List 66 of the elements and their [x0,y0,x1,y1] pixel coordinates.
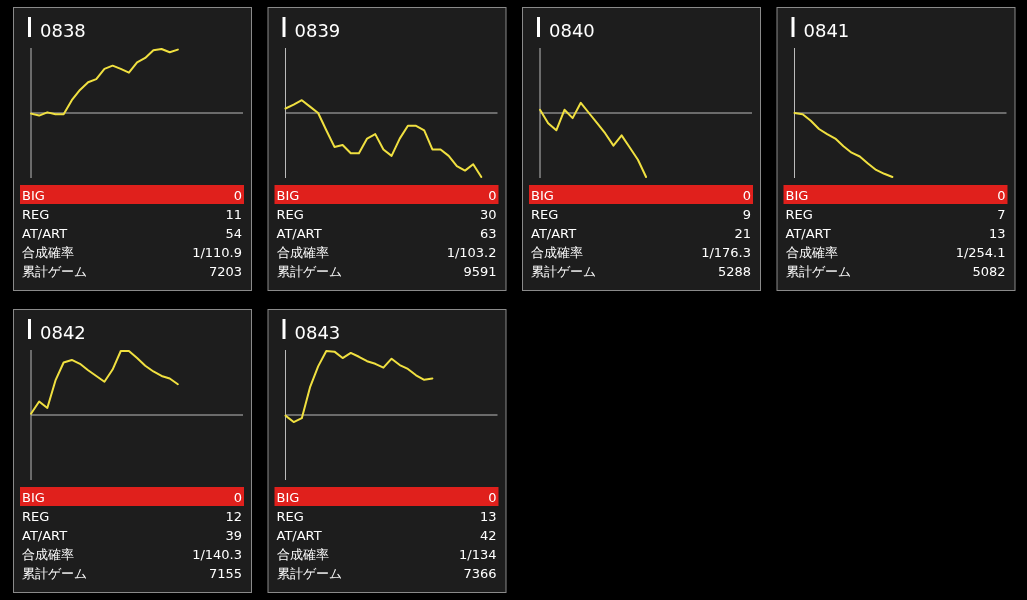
text: 7155 [208,566,242,581]
text: REG [22,509,50,524]
chart-title: 0838 [40,20,86,41]
chart-title: 0839 [294,20,341,41]
text: 42 [479,528,497,543]
text: 1/110.9 [192,245,242,260]
text: 12 [225,509,242,524]
text: 5288 [717,264,751,279]
text: AT/ART [531,226,577,241]
text: BIG [276,188,300,203]
text: AT/ART [276,528,322,543]
text: 累計ゲーム [22,566,87,581]
text: BIG [531,188,554,203]
text: REG [276,207,304,222]
text: 1/140.3 [192,547,242,562]
chart-title: 0841 [803,20,850,41]
text: 1/103.2 [446,245,497,260]
text: 13 [479,509,497,524]
text: 合成確率 [22,245,74,260]
text: BIG [785,188,809,203]
text: REG [785,207,813,222]
text: REG [276,509,304,524]
text: 合成確率 [785,245,838,260]
text: 7203 [208,264,242,279]
chart-title: 0843 [294,322,341,343]
text: 0 [233,490,242,505]
text: AT/ART [22,226,68,241]
text: 54 [225,226,242,241]
text: 1/254.1 [955,245,1006,260]
chart-title: 0840 [549,20,595,41]
text: 合成確率 [22,547,74,562]
text: 合成確率 [276,547,329,562]
chart-title: 0842 [40,322,86,343]
text: 0 [488,188,497,203]
text: 1/134 [459,547,497,562]
text: 0 [742,188,751,203]
text: AT/ART [22,528,68,543]
text: BIG [22,188,45,203]
text: 7 [997,207,1006,222]
text: 39 [225,528,242,543]
text: 0 [997,188,1006,203]
text: 累計ゲーム [276,566,342,581]
text: 0 [233,188,242,203]
text: 累計ゲーム [276,264,342,279]
text: 7366 [463,566,497,581]
text: BIG [276,490,300,505]
text: 0 [488,490,497,505]
text: AT/ART [785,226,831,241]
text: 合成確率 [531,245,583,260]
text: 21 [734,226,751,241]
text: 63 [479,226,497,241]
text: BIG [22,490,45,505]
text: 30 [479,207,497,222]
text: REG [22,207,50,222]
text: 9591 [463,264,497,279]
text: 累計ゲーム [785,264,851,279]
text: 13 [988,226,1006,241]
text: 累計ゲーム [22,264,87,279]
text: REG [531,207,559,222]
text: 合成確率 [276,245,329,260]
text: AT/ART [276,226,322,241]
text: 累計ゲーム [531,264,596,279]
text: 1/176.3 [701,245,751,260]
text: 5082 [972,264,1006,279]
text: 9 [742,207,751,222]
text: 11 [225,207,242,222]
